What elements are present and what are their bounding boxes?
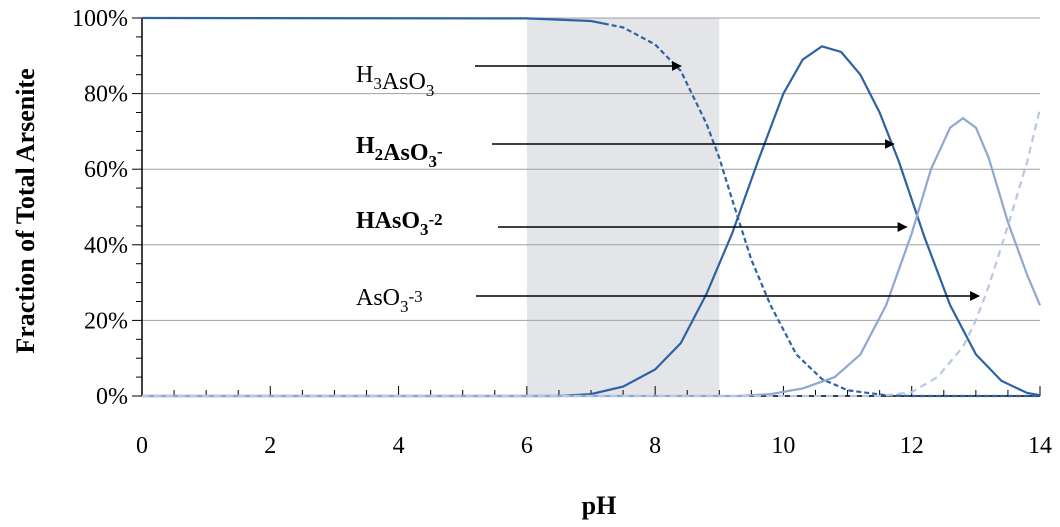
label-part: -	[437, 142, 443, 161]
x-tick-label: 6	[521, 433, 533, 459]
y-tick-label: 20%	[84, 308, 128, 334]
axes: 0% 20% 40% 60% 80% 100% 0 2 4 6 8 10 12 14	[72, 6, 1052, 459]
label-part: HAsO	[356, 208, 420, 234]
label-part: AsO	[356, 285, 400, 311]
label-part: 3	[429, 152, 438, 171]
label-part: AsO	[383, 140, 428, 166]
label-part: 2	[375, 145, 384, 164]
label-part: H	[356, 62, 373, 88]
series-line-h3aso3-dashed	[603, 22, 1040, 398]
x-tick-label: 8	[649, 433, 661, 459]
species-label-h2aso3: H2AsO3-	[356, 133, 443, 171]
x-tick-label: 0	[136, 433, 148, 459]
series-line-h3aso3	[141, 16, 605, 25]
label-part: AsO	[382, 69, 426, 95]
x-tick-label: 2	[264, 433, 276, 459]
y-axis-title: Fraction of Total Arsenite	[11, 68, 40, 353]
y-tick-label: 100%	[72, 6, 128, 32]
series-line-h2aso3	[142, 45, 1041, 398]
label-part: 3	[420, 220, 429, 239]
label-part: -3	[409, 287, 423, 306]
species-label-haso3: HAsO3-2	[356, 208, 443, 239]
x-axis-title: pH	[582, 491, 617, 520]
label-part: 3	[426, 81, 435, 100]
label-part: 3	[400, 297, 409, 316]
series-line-haso3	[142, 116, 1042, 398]
species-label-aso3: AsO3-3	[356, 285, 423, 316]
x-tick-label: 10	[771, 433, 795, 459]
series-line-aso3	[142, 108, 1042, 398]
label-part: H	[356, 133, 375, 159]
y-tick-label: 40%	[84, 233, 128, 259]
y-tick-label: 80%	[84, 82, 128, 108]
x-tick-label: 12	[900, 433, 924, 459]
species-label-h3aso3: H3AsO3	[356, 62, 434, 100]
label-part: -2	[429, 210, 443, 229]
shaded-ph-region	[526, 18, 720, 396]
y-tick-label: 0%	[96, 384, 128, 410]
series-lines	[141, 16, 1042, 398]
x-tick-label: 14	[1028, 433, 1052, 459]
y-tick-label: 60%	[84, 157, 128, 183]
label-part: 3	[373, 74, 382, 93]
x-tick-label: 4	[393, 433, 405, 459]
